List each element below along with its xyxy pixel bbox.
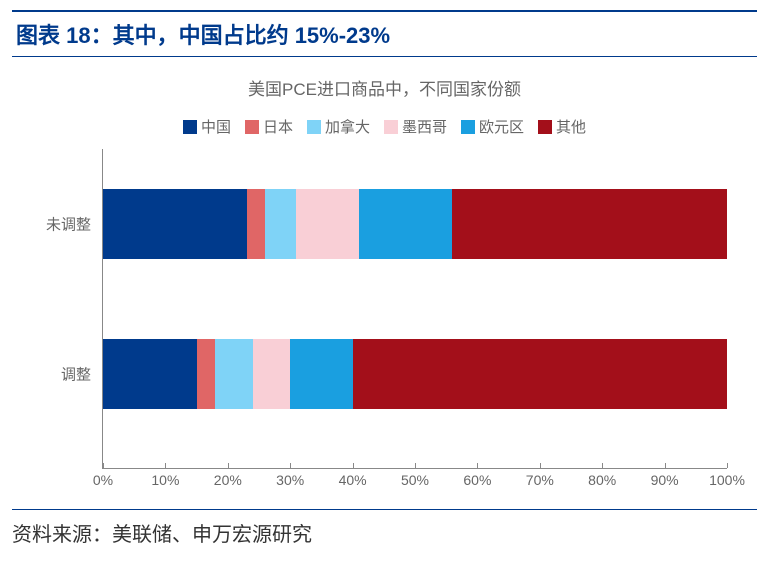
legend-swatch [384, 120, 398, 134]
x-tick-mark [602, 463, 603, 468]
source-line: 资料来源：美联储、申万宏源研究 [12, 509, 757, 547]
x-tick-label: 80% [588, 472, 616, 488]
legend-item: 墨西哥 [384, 116, 447, 137]
legend-swatch [538, 120, 552, 134]
bar-segment [253, 339, 290, 409]
legend-label: 墨西哥 [402, 116, 447, 137]
legend-swatch [307, 120, 321, 134]
x-tick-mark [290, 463, 291, 468]
legend-item: 中国 [183, 116, 231, 137]
x-axis: 0%10%20%30%40%50%60%70%80%90%100% [103, 468, 727, 498]
legend-label: 加拿大 [325, 116, 370, 137]
y-axis-label: 调整 [61, 364, 103, 385]
legend-item: 其他 [538, 116, 586, 137]
x-tick-mark [165, 463, 166, 468]
x-tick-mark [103, 463, 104, 468]
legend-item: 加拿大 [307, 116, 370, 137]
bar-segment [103, 189, 247, 259]
legend-item: 欧元区 [461, 116, 524, 137]
x-tick-label: 0% [93, 472, 113, 488]
x-tick-label: 10% [151, 472, 179, 488]
bar-row [103, 189, 727, 259]
bar-segment [290, 339, 352, 409]
x-tick-label: 40% [339, 472, 367, 488]
bar-segment [197, 339, 216, 409]
bar-segment [353, 339, 727, 409]
legend-swatch [183, 120, 197, 134]
x-tick-mark [353, 463, 354, 468]
x-tick-label: 30% [276, 472, 304, 488]
x-tick-mark [415, 463, 416, 468]
legend-swatch [245, 120, 259, 134]
plot-area: 未调整 调整 0%10%20%30%40%50%60%70%80%90%100% [102, 149, 727, 469]
x-tick-label: 50% [401, 472, 429, 488]
bar-segment [215, 339, 252, 409]
legend-label: 其他 [556, 116, 586, 137]
bar-segment [103, 339, 197, 409]
x-tick-label: 70% [526, 472, 554, 488]
x-tick-label: 100% [709, 472, 745, 488]
y-axis-label: 未调整 [46, 214, 103, 235]
x-tick-mark [727, 463, 728, 468]
x-tick-mark [540, 463, 541, 468]
chart-legend: 中国 日本 加拿大 墨西哥 欧元区 其他 [12, 116, 757, 137]
x-tick-mark [228, 463, 229, 468]
x-tick-mark [665, 463, 666, 468]
bar-row [103, 339, 727, 409]
figure-title: 图表 18：其中，中国占比约 15%-23% [12, 10, 757, 57]
bar-segment [247, 189, 266, 259]
chart-subtitle: 美国PCE进口商品中，不同国家份额 [12, 75, 757, 100]
legend-label: 中国 [201, 116, 231, 137]
x-tick-label: 90% [651, 472, 679, 488]
x-tick-mark [477, 463, 478, 468]
x-tick-label: 60% [463, 472, 491, 488]
bar-segment [296, 189, 358, 259]
legend-label: 日本 [263, 116, 293, 137]
x-tick-label: 20% [214, 472, 242, 488]
legend-label: 欧元区 [479, 116, 524, 137]
legend-item: 日本 [245, 116, 293, 137]
bar-segment [452, 189, 727, 259]
bar-segment [359, 189, 453, 259]
legend-swatch [461, 120, 475, 134]
bar-segment [265, 189, 296, 259]
